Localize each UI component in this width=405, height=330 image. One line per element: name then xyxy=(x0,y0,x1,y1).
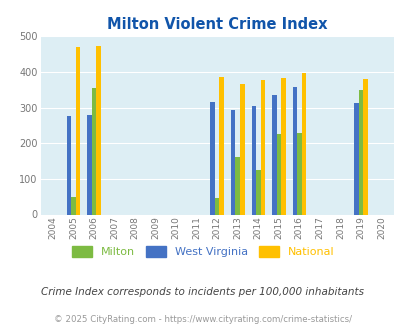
Bar xyxy=(358,90,362,214)
Bar xyxy=(214,198,219,214)
Bar xyxy=(87,115,92,214)
Bar xyxy=(71,197,75,214)
Bar xyxy=(210,102,214,214)
Bar xyxy=(219,77,224,215)
Bar xyxy=(239,84,244,214)
Bar xyxy=(353,103,358,214)
Text: Crime Index corresponds to incidents per 100,000 inhabitants: Crime Index corresponds to incidents per… xyxy=(41,287,364,297)
Bar xyxy=(256,170,260,215)
Bar xyxy=(92,88,96,214)
Bar xyxy=(96,46,100,214)
Bar xyxy=(251,106,256,214)
Bar xyxy=(280,78,285,214)
Bar xyxy=(362,79,367,214)
Bar xyxy=(75,47,80,214)
Bar xyxy=(296,133,301,214)
Bar xyxy=(230,111,235,214)
Bar xyxy=(260,80,264,214)
Bar xyxy=(235,157,239,214)
Legend: Milton, West Virginia, National: Milton, West Virginia, National xyxy=(67,242,338,262)
Bar xyxy=(301,73,305,214)
Bar xyxy=(271,95,276,214)
Bar xyxy=(66,116,71,214)
Bar xyxy=(292,87,296,214)
Title: Milton Violent Crime Index: Milton Violent Crime Index xyxy=(107,17,327,32)
Text: © 2025 CityRating.com - https://www.cityrating.com/crime-statistics/: © 2025 CityRating.com - https://www.city… xyxy=(54,315,351,324)
Bar xyxy=(276,134,280,214)
